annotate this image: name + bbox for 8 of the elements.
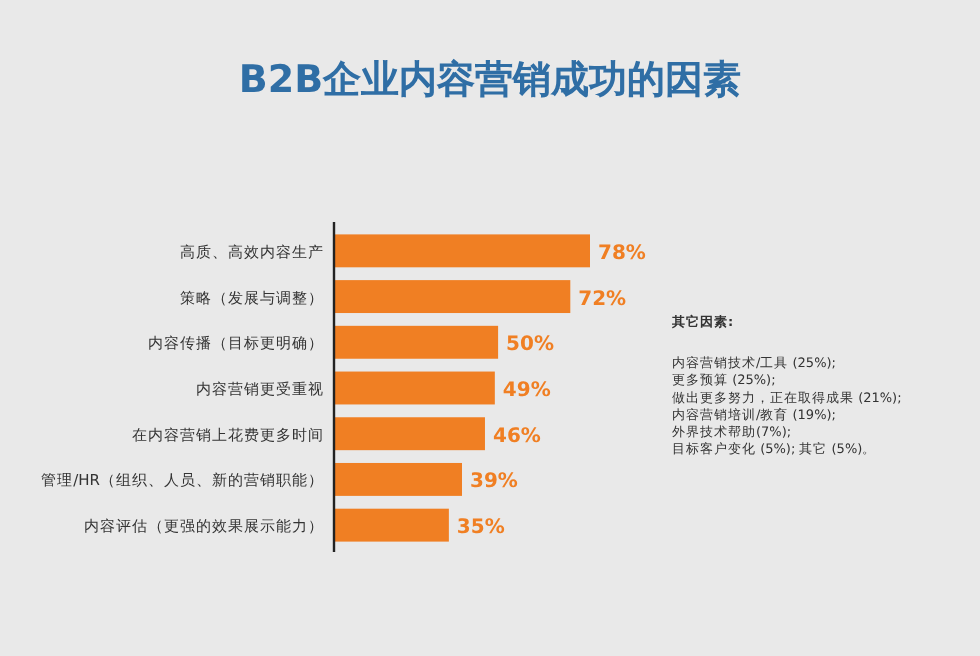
data-label: 50%	[506, 334, 554, 357]
data-label: 46%	[492, 425, 541, 448]
data-label: 78%	[598, 242, 646, 265]
data-label: 72%	[578, 288, 627, 311]
data-label: 49%	[502, 380, 551, 402]
chart-title: B2B企业内容营销成功的因素	[238, 58, 742, 102]
data-label: 35%	[456, 517, 505, 540]
data-label: 39%	[470, 471, 518, 494]
